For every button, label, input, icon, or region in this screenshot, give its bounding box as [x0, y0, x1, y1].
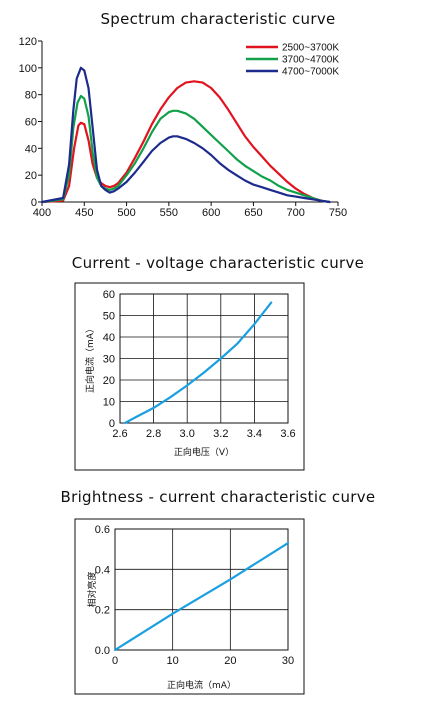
y-tick-label-0-6: 120	[19, 36, 37, 48]
x-tick-label-1-0: 2.6	[112, 428, 127, 440]
y-tick-label-0-5: 100	[19, 63, 37, 75]
x-tick-label-1-4: 3.4	[247, 428, 262, 440]
x-tick-label-0-6: 700	[287, 207, 305, 219]
x-tick-label-0-2: 500	[117, 207, 135, 219]
x-tick-label-2-1: 10	[167, 655, 179, 667]
spectrum-chart-title: Spectrum characteristic curve	[100, 10, 336, 28]
y-tick-label-1-4: 40	[103, 332, 115, 344]
x-tick-label-2-3: 30	[282, 655, 294, 667]
x-tick-label-1-5: 3.6	[280, 428, 295, 440]
x-axis-label-2: 正向电流（mA）	[167, 679, 236, 691]
x-tick-label-0-4: 600	[202, 207, 220, 219]
x-axis-label-1: 正向电压（V）	[174, 446, 234, 458]
legend-label-2: 4700~7000K	[282, 67, 339, 78]
x-tick-label-1-3: 3.2	[213, 428, 228, 440]
x-tick-label-0-7: 750	[329, 207, 347, 219]
y-tick-label-1-2: 20	[103, 375, 115, 387]
x-tick-label-0-1: 450	[75, 207, 93, 219]
y-tick-label-0-2: 40	[25, 143, 37, 155]
y-tick-label-1-5: 50	[103, 311, 115, 323]
y-tick-label-2-1: 0.2	[95, 605, 110, 617]
y-tick-label-1-0: 0	[109, 418, 115, 430]
series-line-0-1	[40, 94, 331, 204]
y-tick-label-1-6: 60	[103, 289, 115, 301]
y-tick-label-2-3: 0.6	[95, 524, 110, 536]
y-tick-label-0-0: 0	[31, 197, 37, 209]
iv-chart-title: Current - voltage characteristic curve	[71, 254, 365, 272]
x-tick-label-1-2: 3.0	[180, 428, 195, 440]
series-line-1-0	[123, 301, 273, 425]
y-tick-label-2-0: 0.0	[95, 645, 110, 657]
y-tick-label-1-3: 30	[103, 354, 115, 366]
x-tick-label-0-0: 400	[33, 207, 51, 219]
chart-border-2	[74, 518, 305, 695]
series-line-0-0	[40, 80, 331, 204]
y-tick-label-0-3: 60	[25, 117, 37, 129]
x-tick-label-2-0: 0	[112, 655, 118, 667]
y-axis-label-1: 正向电流（mA）	[84, 324, 96, 393]
y-axis-label-2: 相对亮度	[86, 571, 98, 607]
series-line-2-0	[113, 541, 290, 652]
y-tick-label-2-2: 0.4	[95, 564, 110, 576]
y-tick-label-0-4: 80	[25, 90, 37, 102]
chart-border-1	[74, 282, 305, 471]
x-tick-label-0-3: 550	[160, 207, 178, 219]
plot-frame-1	[119, 293, 289, 424]
series-line-0-2	[40, 66, 331, 204]
legend-label-1: 3700~4700K	[282, 55, 339, 66]
plot-frame-2	[114, 528, 289, 651]
x-tick-label-0-5: 650	[244, 207, 262, 219]
x-tick-label-2-2: 20	[224, 655, 236, 667]
y-tick-label-0-1: 20	[25, 170, 37, 182]
brightness-chart-title: Brightness - current characteristic curv…	[60, 488, 376, 506]
x-tick-label-1-1: 2.8	[146, 428, 161, 440]
y-tick-label-1-1: 10	[103, 397, 115, 409]
legend-label-0: 2500~3700K	[282, 43, 339, 54]
